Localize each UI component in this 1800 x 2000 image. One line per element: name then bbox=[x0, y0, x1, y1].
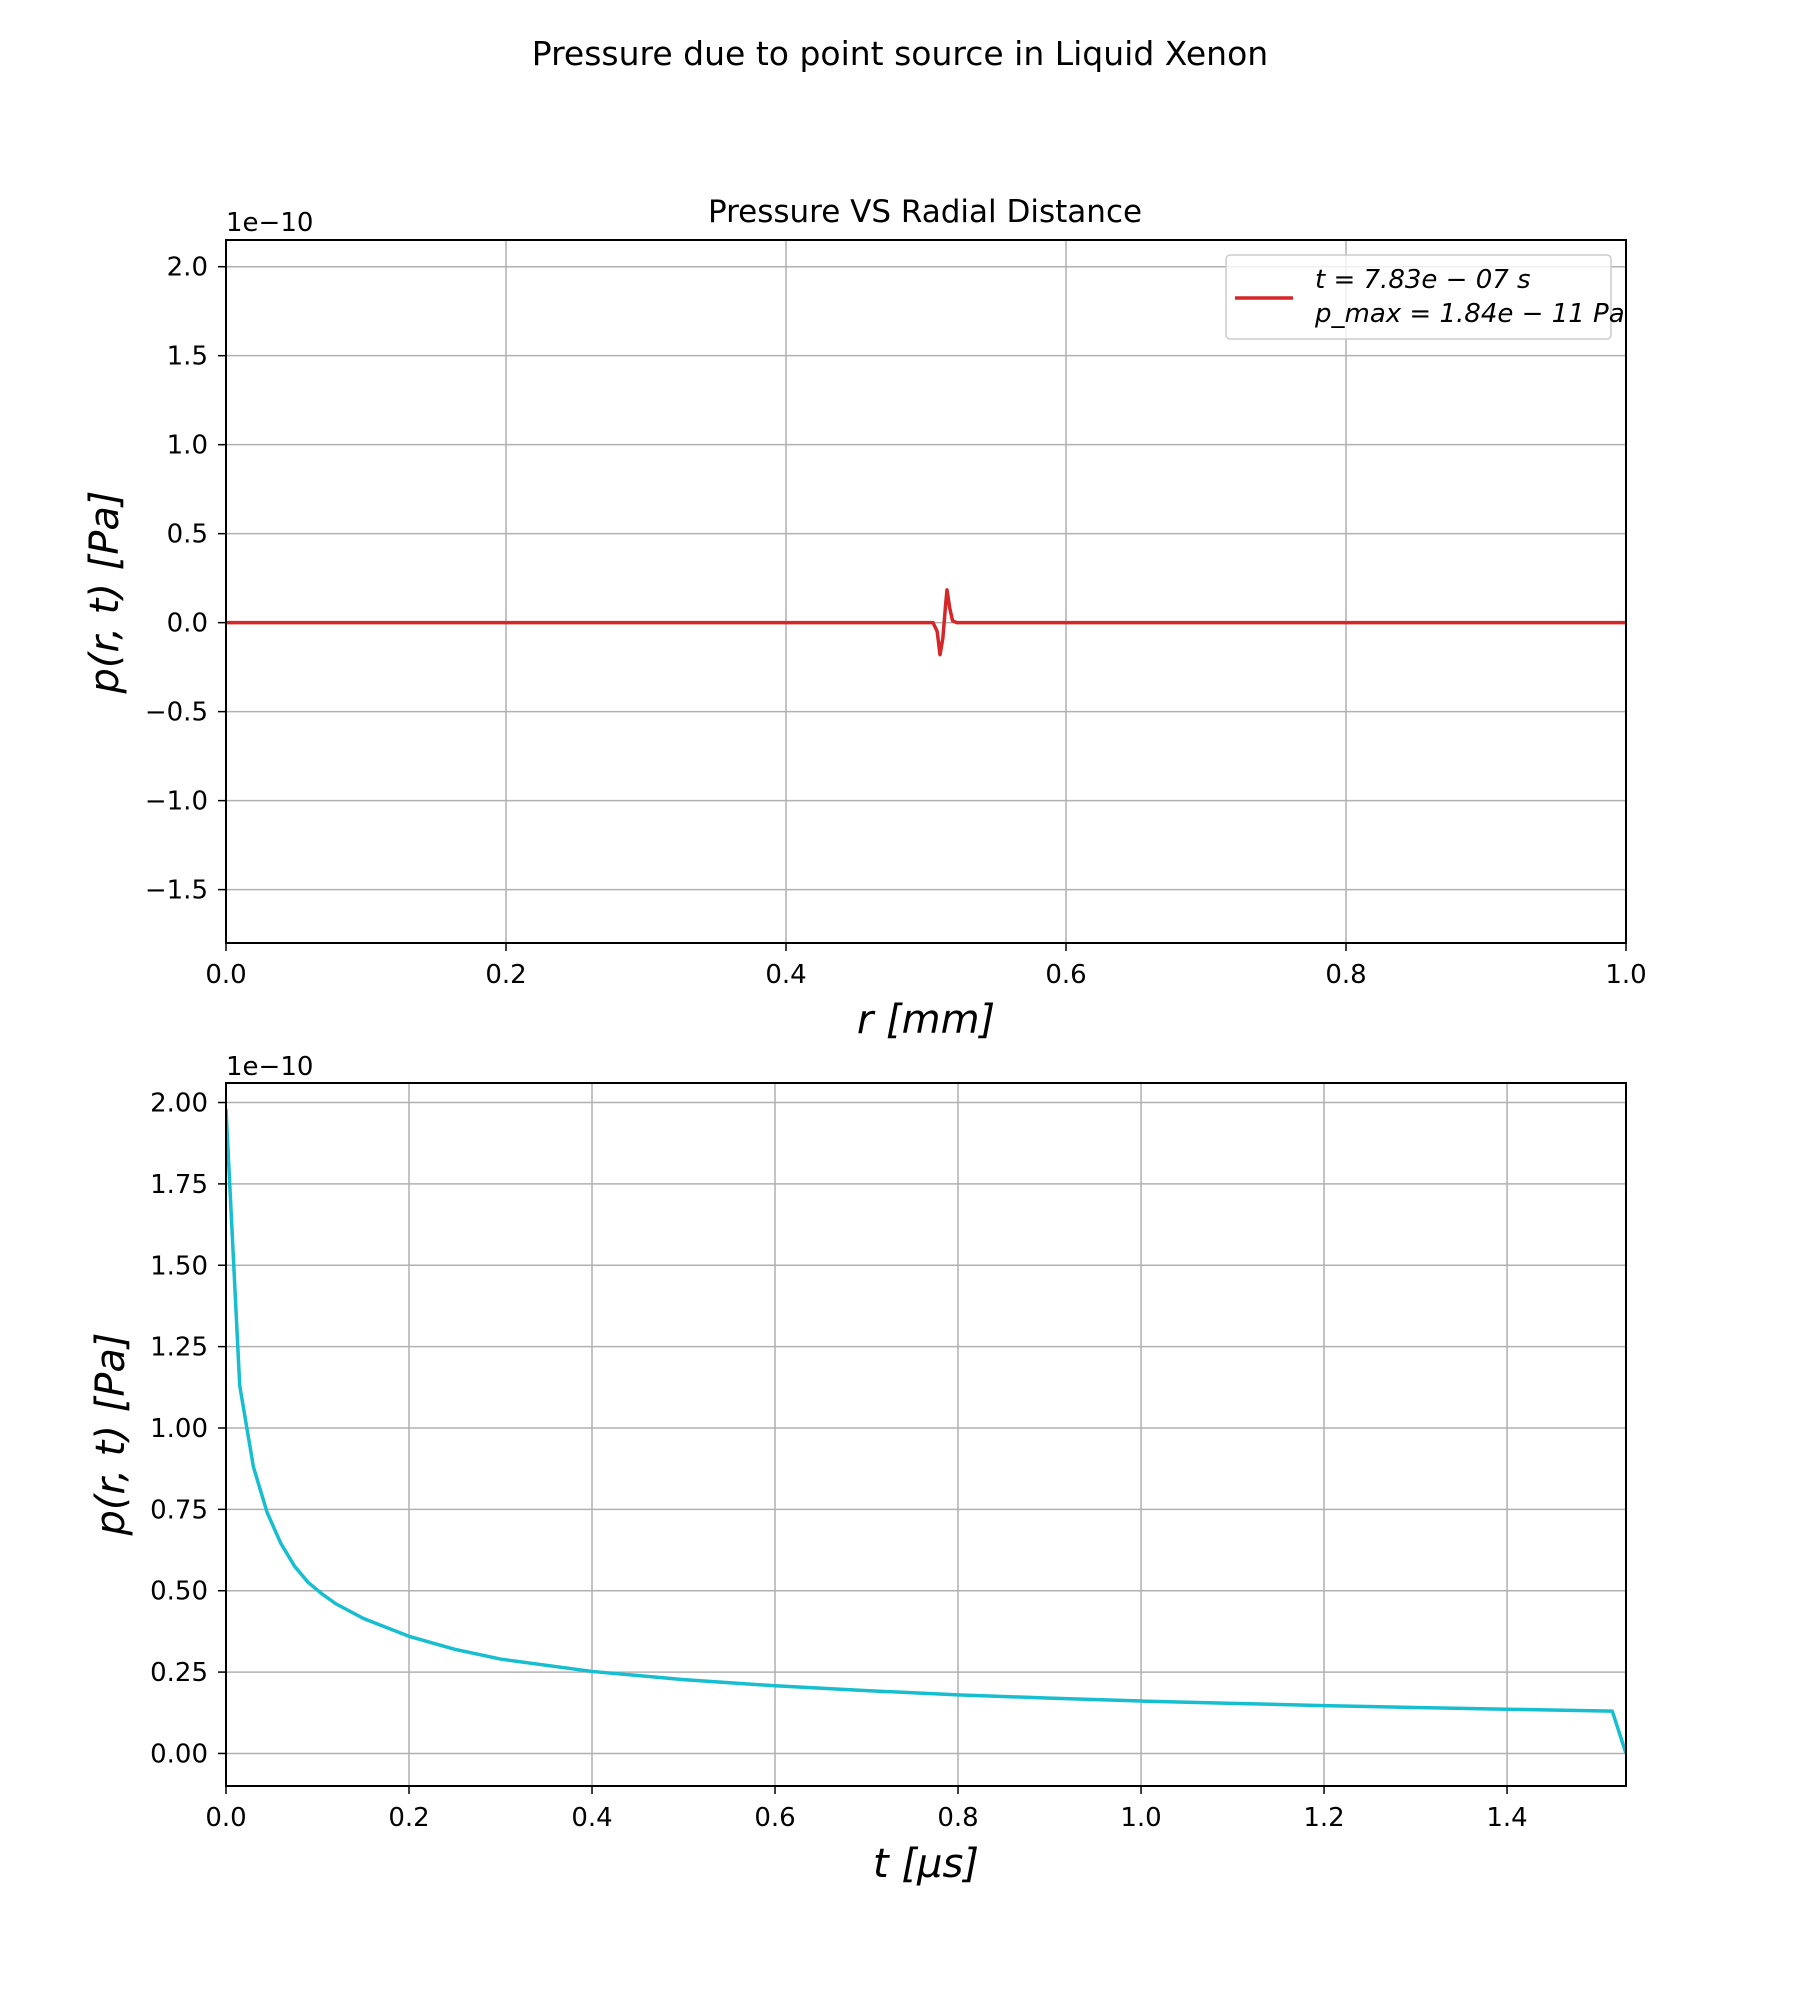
chart1-legend-line-2: p_max = 1.84e − 11 Pa bbox=[1314, 299, 1625, 329]
chart1-y-tick-label: 1.0 bbox=[167, 431, 208, 461]
chart2-series-layer bbox=[226, 1108, 1626, 1754]
chart1-y-axis-label: p(r, t) [Pa] bbox=[82, 490, 128, 694]
chart2-x-tick-label: 1.0 bbox=[1120, 1803, 1161, 1833]
chart1-x-ticks: 0.0 0.2 0.4 0.6 0.8 1.0 bbox=[205, 943, 1647, 990]
chart1-x-tick-label: 0.0 bbox=[205, 960, 246, 990]
chart2-grid bbox=[225, 1083, 1626, 1786]
chart2-y-tick-label: 1.75 bbox=[150, 1170, 208, 1200]
chart1-y-ticks: −1.5 −1.0 −0.5 0.0 0.5 1.0 1.5 2.0 bbox=[145, 253, 226, 906]
chart1-y-tick-label: 0.0 bbox=[167, 609, 208, 639]
chart1-y-tick-label: 1.5 bbox=[167, 342, 208, 372]
chart1-x-tick-label: 0.6 bbox=[1045, 960, 1086, 990]
chart2-y-tick-label: 0.50 bbox=[150, 1577, 208, 1607]
chart2-y-tick-label: 0.00 bbox=[150, 1739, 208, 1769]
chart2-y-tick-label: 2.00 bbox=[150, 1089, 208, 1119]
chart1-y-tick-label: −0.5 bbox=[145, 698, 208, 728]
chart1-y-tick-label: 2.0 bbox=[167, 253, 208, 283]
chart1-x-tick-label: 0.2 bbox=[485, 960, 526, 990]
chart1-legend-line-1: t = 7.83e − 07 s bbox=[1315, 265, 1531, 295]
chart2-y-tick-label: 0.25 bbox=[150, 1658, 208, 1688]
chart2-y-tick-label: 1.00 bbox=[150, 1414, 208, 1444]
chart1-y-tick-label: 0.5 bbox=[167, 520, 208, 550]
chart1-legend-box bbox=[1225, 254, 1612, 340]
chart1-y-tick-label: −1.0 bbox=[145, 787, 208, 817]
chart1-legend: t = 7.83e − 07 s p_max = 1.84e − 11 Pa bbox=[1225, 254, 1625, 340]
chart1-series-layer bbox=[226, 588, 1626, 657]
chart1-x-tick-label: 0.8 bbox=[1325, 960, 1366, 990]
chart2-y-tick-label: 1.25 bbox=[150, 1333, 208, 1363]
chart2-x-tick-label: 0.6 bbox=[754, 1803, 795, 1833]
chart1-x-axis-label: r [mm] bbox=[857, 997, 995, 1040]
chart2-y-axis-label: p(r, t) [Pa] bbox=[88, 1332, 134, 1536]
chart-pressure-vs-radial-distance: Pressure VS Radial Distance 1e−10 0.0 0.2… bbox=[82, 194, 1647, 1040]
chart1-grid bbox=[225, 240, 1627, 943]
chart2-series-line-1 bbox=[226, 1108, 1626, 1754]
chart2-y-tick-label: 1.50 bbox=[150, 1251, 208, 1281]
chart2-x-tick-label: 1.2 bbox=[1303, 1803, 1344, 1833]
chart2-x-tick-label: 0.2 bbox=[388, 1803, 429, 1833]
chart2-x-tick-label: 1.4 bbox=[1486, 1803, 1527, 1833]
chart1-x-tick-label: 1.0 bbox=[1605, 960, 1646, 990]
chart2-x-tick-label: 0.4 bbox=[571, 1803, 612, 1833]
chart1-y-tick-label: −1.5 bbox=[145, 876, 208, 906]
chart1-y-offset-label: 1e−10 bbox=[226, 208, 313, 238]
chart1-x-tick-label: 0.4 bbox=[765, 960, 806, 990]
chart1-series-line-1 bbox=[226, 588, 1626, 657]
chart1-title: Pressure VS Radial Distance bbox=[708, 194, 1142, 230]
chart2-x-ticks: 0.0 0.2 0.4 0.6 0.8 1.0 1.2 1.4 bbox=[205, 1786, 1528, 1833]
chart1-plot-frame bbox=[225, 239, 1627, 944]
figure-suptitle: Pressure due to point source in Liquid X… bbox=[531, 34, 1269, 73]
chart2-y-offset-label: 1e−10 bbox=[226, 1052, 313, 1082]
chart2-x-tick-label: 0.8 bbox=[937, 1803, 978, 1833]
chart-pressure-vs-time: 1e−10 0.0 0.2 0.4 0.6 0.8 1.0 1.2 1.4 0.000.250… bbox=[88, 1052, 1627, 1887]
chart2-y-tick-label: 0.75 bbox=[150, 1495, 208, 1525]
chart2-x-axis-label: t [μs] bbox=[873, 1841, 979, 1887]
chart2-x-tick-label: 0.0 bbox=[205, 1803, 246, 1833]
chart2-y-ticks: 0.00 0.25 0.50 0.75 1.00 1.25 1.50 1.75 2.00 bbox=[150, 1089, 226, 1769]
chart2-plot-frame bbox=[225, 1082, 1627, 1787]
